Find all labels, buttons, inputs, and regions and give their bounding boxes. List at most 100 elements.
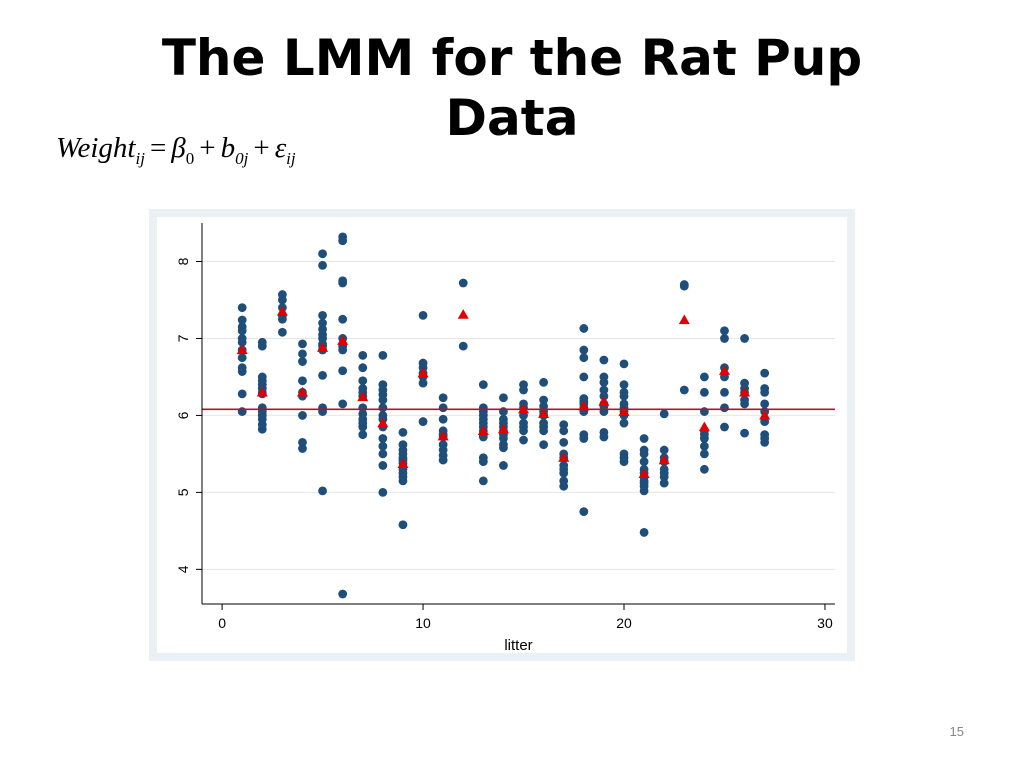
data-point	[318, 371, 327, 380]
litter-mean-marker	[718, 365, 730, 375]
data-point	[740, 334, 749, 343]
data-point	[418, 310, 428, 320]
data-point	[720, 422, 729, 432]
litter-mean-marker	[698, 421, 710, 432]
litter-mean-marker	[477, 425, 489, 435]
data-point	[458, 341, 468, 351]
formula-plus-2: +	[253, 132, 270, 164]
litter-mean-marker	[317, 342, 329, 352]
data-point	[338, 236, 348, 246]
data-point	[318, 310, 327, 320]
formula-epsilon-subscript: ij	[286, 149, 296, 168]
litter-mean-marker	[256, 386, 268, 397]
data-point	[699, 464, 709, 474]
y-tick-label: 5	[175, 488, 191, 496]
data-point	[277, 327, 287, 337]
litter-mean-marker	[497, 423, 509, 434]
data-point	[740, 399, 749, 409]
data-point	[318, 486, 327, 496]
data-point	[599, 355, 609, 365]
data-point	[760, 399, 770, 409]
litter-mean-marker	[538, 408, 550, 419]
y-tick-label: 4	[175, 565, 191, 573]
formula-beta-subscript: 0	[185, 149, 195, 168]
litter-mean-marker	[437, 430, 449, 441]
data-point	[599, 432, 609, 442]
data-point	[639, 486, 649, 496]
slide-title-line1: The LMM for the Rat Pup	[161, 29, 863, 87]
data-point	[338, 345, 348, 355]
x-axis-label: litter	[504, 637, 532, 654]
data-point	[358, 363, 368, 373]
data-point	[237, 303, 247, 313]
litter-mean-marker	[638, 468, 650, 479]
litter-mean-marker	[417, 367, 429, 378]
data-point	[659, 409, 669, 419]
litter-mean-marker	[337, 335, 349, 345]
page-number: 15	[949, 724, 964, 739]
data-point	[720, 326, 729, 336]
data-point	[639, 449, 649, 459]
data-point	[579, 507, 589, 517]
data-point	[318, 260, 327, 270]
data-point	[438, 393, 448, 403]
data-point	[740, 428, 749, 438]
formula-b: b	[220, 132, 236, 164]
data-point	[559, 468, 569, 478]
data-point	[639, 457, 649, 467]
data-point	[539, 440, 549, 450]
data-points	[237, 232, 770, 599]
litter-mean-marker	[739, 386, 751, 397]
data-point	[318, 318, 327, 328]
data-point	[679, 385, 689, 395]
data-point	[720, 334, 729, 343]
data-point	[599, 377, 609, 387]
data-point	[539, 395, 549, 405]
data-point	[398, 476, 408, 486]
data-point	[478, 476, 488, 486]
data-point	[519, 435, 528, 445]
litter-mean-marker	[658, 454, 670, 465]
data-point	[418, 378, 428, 388]
data-point	[659, 445, 669, 455]
data-point	[720, 403, 729, 413]
data-point	[298, 444, 307, 453]
data-point	[378, 487, 388, 497]
data-point	[237, 353, 247, 363]
litter-weight-scatter-chart: 4 5 6 7 8 0 10 20 30 litter	[149, 209, 855, 661]
data-point	[679, 281, 689, 291]
data-point	[659, 478, 669, 488]
litter-mean-marker	[377, 417, 389, 428]
data-point	[438, 403, 448, 413]
data-point	[378, 461, 388, 470]
data-point	[458, 278, 468, 288]
data-point	[277, 295, 287, 305]
litter-mean-marker	[457, 309, 469, 319]
litter-mean-marker	[518, 403, 530, 414]
data-point	[699, 387, 709, 397]
data-point	[237, 326, 247, 336]
data-point	[539, 377, 549, 387]
data-point	[519, 385, 528, 395]
slide-title: The LMM for the Rat Pup Data	[60, 28, 964, 148]
formula-plus-1: +	[199, 132, 216, 164]
data-point	[539, 426, 549, 436]
litter-mean-marker	[236, 344, 248, 355]
axes: 4 5 6 7 8 0 10 20 30	[175, 223, 835, 631]
formula-epsilon: ε	[274, 132, 287, 164]
data-point	[559, 481, 569, 491]
data-point	[760, 368, 770, 378]
data-point	[499, 434, 508, 443]
data-point	[338, 399, 348, 409]
litter-mean-marker	[558, 452, 570, 462]
data-point	[338, 278, 348, 288]
gridlines	[202, 260, 835, 570]
data-point	[559, 426, 569, 436]
litter-mean-marker	[397, 458, 409, 469]
data-point	[579, 345, 589, 355]
data-point	[599, 385, 609, 395]
data-point	[438, 414, 448, 424]
formula-beta: β	[171, 132, 186, 164]
data-point	[298, 349, 307, 359]
data-point	[237, 367, 247, 376]
